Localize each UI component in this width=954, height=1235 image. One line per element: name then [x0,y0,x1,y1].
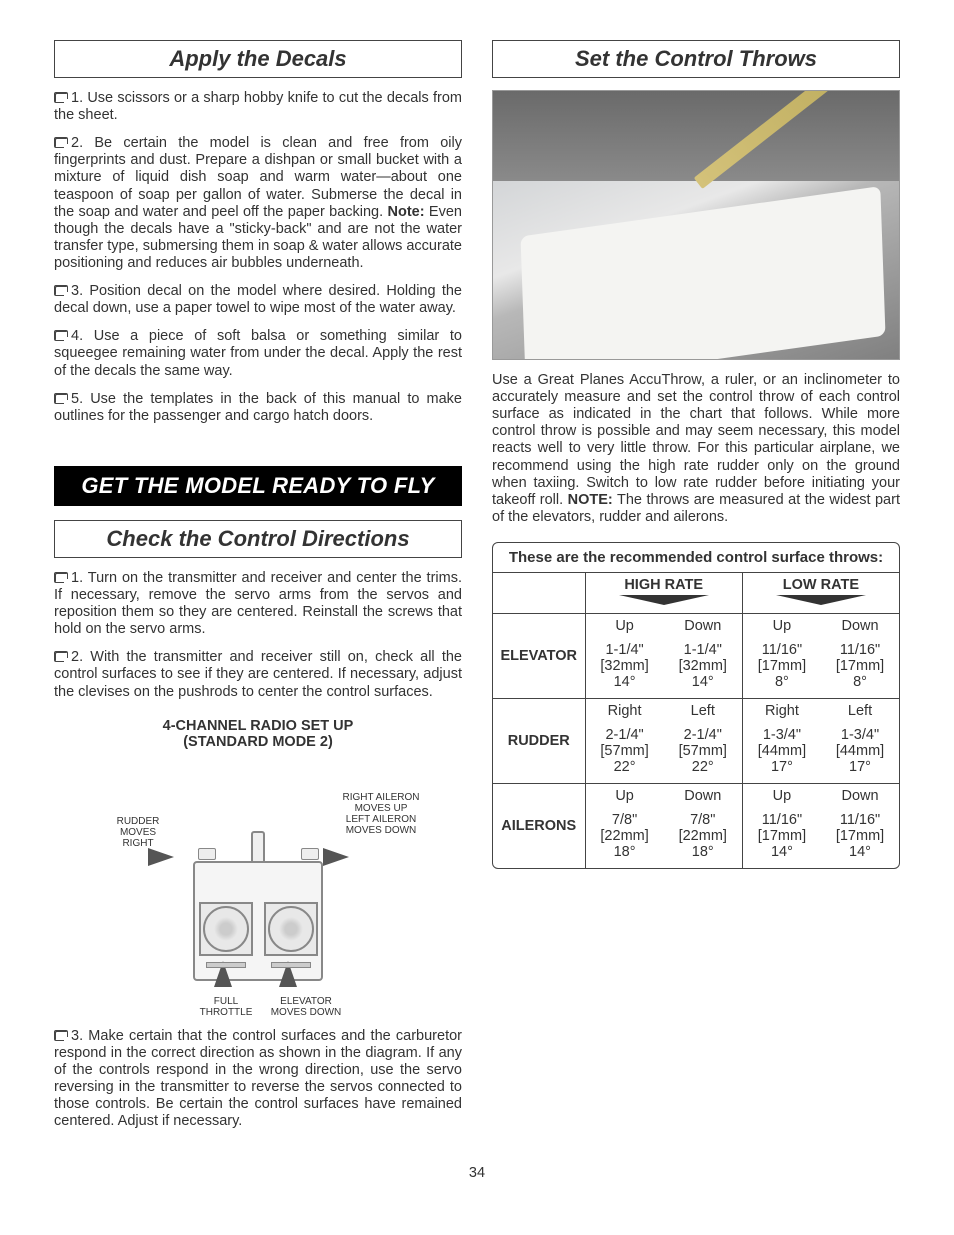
left-stick-icon [203,906,249,952]
direction-label: Up [742,613,821,638]
throw-value: 1-3/4"[44mm]17° [821,723,899,784]
direction-label: Down [821,783,899,808]
direction-label: Left [821,698,899,723]
switch-icon [301,848,319,860]
apply-decals-heading: Apply the Decals [54,40,462,78]
elevator-label: ELEVATORMOVES DOWN [261,996,351,1018]
radio-setup-diagram: RUDDERMOVESRIGHT RIGHT AILERONMOVES UPLE… [103,756,413,1016]
set-throws-heading: Set the Control Throws [492,40,900,78]
throttle-label: FULLTHROTTLE [191,996,261,1018]
right-column: Set the Control Throws Use a Great Plane… [492,40,900,1141]
radio-diagram-title: 4-CHANNEL RADIO SET UP (STANDARD MODE 2) [54,718,462,750]
arrow-right-icon [148,848,174,866]
instruction-step: 2. Be certain the model is clean and fre… [54,135,462,272]
instruction-step: 1. Turn on the transmitter and receiver … [54,570,462,638]
throw-value: 7/8"[22mm]18° [585,808,664,868]
direction-label: Down [821,613,899,638]
aileron-label: RIGHT AILERONMOVES UPLEFT AILERONMOVES D… [331,792,431,836]
throw-value: 7/8"[22mm]18° [664,808,743,868]
direction-label: Down [664,613,743,638]
right-stick-icon [268,906,314,952]
arrow-right-icon [323,848,349,866]
switch-icon [198,848,216,860]
direction-step-3: 3. Make certain that the control surface… [54,1028,462,1131]
decal-steps: 1. Use scissors or a sharp hobby knife t… [54,90,462,436]
direction-label: Right [742,698,821,723]
direction-label: Down [664,783,743,808]
surface-name: ELEVATOR [493,613,585,698]
instruction-step: 2. With the transmitter and receiver sti… [54,649,462,700]
throws-table: These are the recommended control surfac… [492,542,900,869]
checkbox-icon [54,92,68,103]
direction-label: Up [585,613,664,638]
direction-label: Left [664,698,743,723]
throw-value: 1-1/4"[32mm]14° [585,638,664,699]
throw-value: 11/16"[17mm]8° [821,638,899,699]
direction-label: Up [585,783,664,808]
low-rate-label: LOW RATE [745,577,897,595]
throws-table-title: These are the recommended control surfac… [493,543,899,573]
checkbox-icon [54,572,68,583]
instruction-step: 5. Use the templates in the back of this… [54,391,462,425]
surface-name: RUDDER [493,698,585,783]
throw-value: 2-1/4"[57mm]22° [585,723,664,784]
throw-value: 11/16"[17mm]14° [742,808,821,868]
instruction-step: 3. Position decal on the model where des… [54,283,462,317]
throw-value: 2-1/4"[57mm]22° [664,723,743,784]
direction-label: Right [585,698,664,723]
high-rate-label: HIGH RATE [588,577,740,595]
checkbox-icon [54,651,68,662]
control-throw-photo [492,90,900,360]
antenna-icon [251,831,265,863]
throws-intro-text: Use a Great Planes AccuThrow, a ruler, o… [492,372,900,526]
surface-name: AILERONS [493,783,585,868]
throw-value: 11/16"[17mm]14° [821,808,899,868]
direction-label: Up [742,783,821,808]
instruction-step: 1. Use scissors or a sharp hobby knife t… [54,90,462,124]
triangle-down-icon [619,595,709,605]
checkbox-icon [54,330,68,341]
throw-value: 1-3/4"[44mm]17° [742,723,821,784]
rudder-label: RUDDERMOVESRIGHT [103,816,173,849]
instruction-step: 4. Use a piece of soft balsa or somethin… [54,328,462,379]
check-directions-heading: Check the Control Directions [54,520,462,558]
left-column: Apply the Decals 1. Use scissors or a sh… [54,40,462,1141]
get-ready-heading: GET THE MODEL READY TO FLY [54,466,462,506]
direction-steps: 1. Turn on the transmitter and receiver … [54,570,462,712]
throw-value: 11/16"[17mm]8° [742,638,821,699]
checkbox-icon [54,285,68,296]
checkbox-icon [54,1030,68,1041]
checkbox-icon [54,393,68,404]
triangle-down-icon [776,595,866,605]
checkbox-icon [54,137,68,148]
page-number: 34 [54,1165,900,1181]
throw-value: 1-1/4"[32mm]14° [664,638,743,699]
